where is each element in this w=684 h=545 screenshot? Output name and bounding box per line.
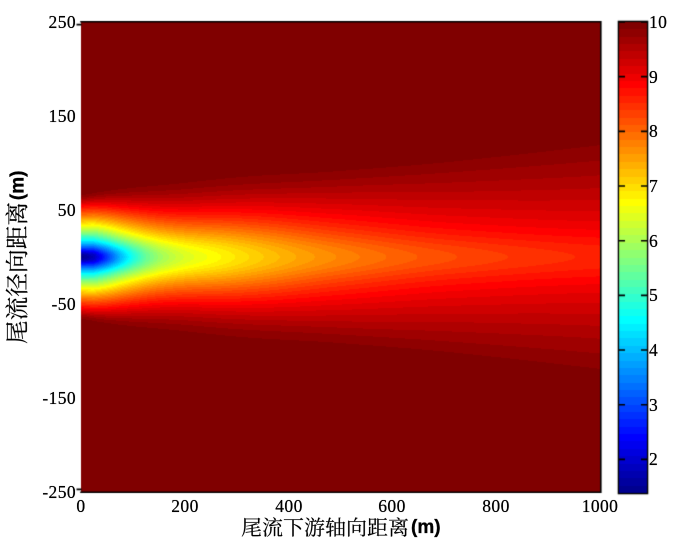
svg-text:(m): (m)	[411, 517, 441, 538]
svg-text:(m): (m)	[8, 171, 29, 201]
